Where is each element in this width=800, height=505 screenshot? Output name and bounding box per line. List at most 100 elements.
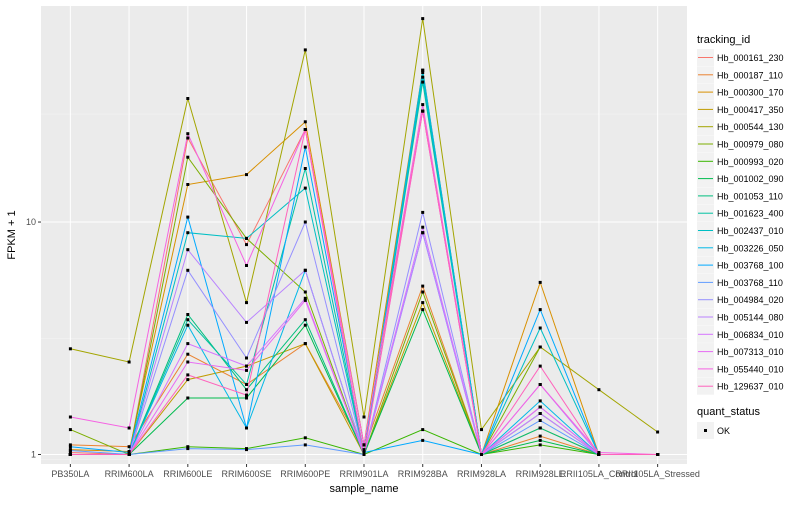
x-tick-label: RRII105LA_Control [560, 469, 638, 479]
data-point [186, 342, 190, 346]
y-axis: 1 10 [26, 217, 41, 459]
data-point [480, 453, 483, 456]
x-tick-label: PB350LA [51, 469, 89, 479]
data-point [68, 347, 72, 351]
data-point [186, 396, 190, 400]
data-point [538, 383, 542, 386]
data-point [597, 451, 601, 454]
legend-label: Hb_000993_020 [717, 157, 784, 167]
x-tick-label: RRIM928LE [516, 469, 565, 479]
shape-legend-point-icon [704, 429, 707, 432]
data-point [68, 445, 72, 449]
shape-legend-title: quant_status [697, 406, 760, 418]
data-point [245, 426, 248, 430]
y-axis-title: FPKM + 1 [6, 210, 18, 259]
data-point [303, 318, 307, 322]
data-point [303, 48, 307, 52]
data-point [480, 428, 483, 432]
legend-label: Hb_004984_020 [717, 295, 784, 305]
data-point [421, 80, 425, 84]
data-point [303, 290, 307, 294]
data-point [303, 167, 307, 170]
data-point [421, 284, 425, 288]
data-point [656, 453, 660, 456]
legend-label: Hb_000979_080 [717, 140, 784, 150]
data-point [421, 103, 425, 107]
data-point [186, 318, 190, 322]
x-tick-label: RRIM928BA [398, 469, 448, 479]
data-point [538, 399, 542, 403]
legend-label: Hb_129637_010 [717, 382, 784, 392]
data-point [186, 360, 190, 364]
data-point [538, 426, 542, 430]
data-point [303, 220, 307, 224]
data-point [421, 428, 425, 432]
data-point [186, 378, 190, 382]
data-point [186, 268, 190, 272]
data-point [186, 136, 190, 140]
data-point [421, 75, 425, 79]
x-tick-label: RRIM928LA [457, 469, 506, 479]
x-tick-label: RRIM600LA [105, 469, 154, 479]
legend-label: Hb_002437_010 [717, 226, 784, 236]
data-point [245, 393, 248, 397]
legend-label: Hb_000544_130 [717, 122, 784, 132]
data-point [127, 426, 131, 430]
data-point [127, 445, 131, 449]
data-point [303, 342, 307, 346]
x-tick-label: RRIM901LA [339, 469, 388, 479]
data-point [303, 186, 307, 190]
data-point [538, 345, 542, 349]
data-point [538, 438, 542, 442]
data-point [421, 301, 425, 305]
data-point [303, 298, 307, 302]
legend-label: Hb_003768_100 [717, 261, 784, 271]
data-point [186, 313, 190, 316]
data-point [421, 210, 425, 214]
y-tick-label: 1 [31, 449, 36, 459]
data-point [303, 443, 307, 447]
x-axis-title: sample_name [329, 483, 398, 495]
x-tick-label: RRIM600SE [222, 469, 272, 479]
data-point [68, 443, 72, 447]
data-point [186, 183, 190, 186]
data-point [303, 128, 307, 131]
data-point [68, 415, 72, 419]
data-point [186, 97, 190, 100]
data-point [362, 448, 366, 452]
grid [41, 6, 687, 464]
data-point [538, 443, 542, 447]
data-point [245, 368, 248, 372]
data-point [186, 215, 190, 219]
data-point [303, 296, 307, 300]
data-point [245, 356, 248, 360]
data-point [597, 388, 601, 392]
data-point [68, 453, 72, 456]
data-point [656, 430, 660, 434]
data-point [245, 448, 248, 452]
data-point [68, 428, 72, 432]
data-point [597, 453, 601, 456]
data-point [362, 453, 366, 456]
data-point [538, 308, 542, 312]
data-point [538, 434, 542, 438]
data-point [303, 120, 307, 124]
legend-items: Hb_000161_230 Hb_000187_110 Hb_000300_170 H… [697, 49, 784, 395]
data-point [186, 352, 190, 356]
y-tick-label: 10 [26, 217, 36, 227]
legend-label: Hb_007313_010 [717, 347, 784, 357]
data-point [68, 449, 72, 452]
data-point [421, 308, 425, 312]
data-point [245, 388, 248, 392]
x-tick-label: RRIM600PE [280, 469, 330, 479]
data-point [245, 396, 248, 400]
legend: tracking_id Hb_000161_230Hb_000187_110Hb… [697, 34, 784, 439]
legend-label: Hb_000300_170 [717, 88, 784, 98]
data-point [538, 419, 542, 422]
data-point [186, 323, 190, 327]
data-point [538, 326, 542, 330]
x-axis: PB350LA RRIM600LA RRIM600LE RRIM600SE RRIM60… [51, 464, 700, 479]
data-point [245, 264, 248, 267]
data-point [362, 443, 366, 447]
shape-legend-label: OK [717, 426, 730, 436]
